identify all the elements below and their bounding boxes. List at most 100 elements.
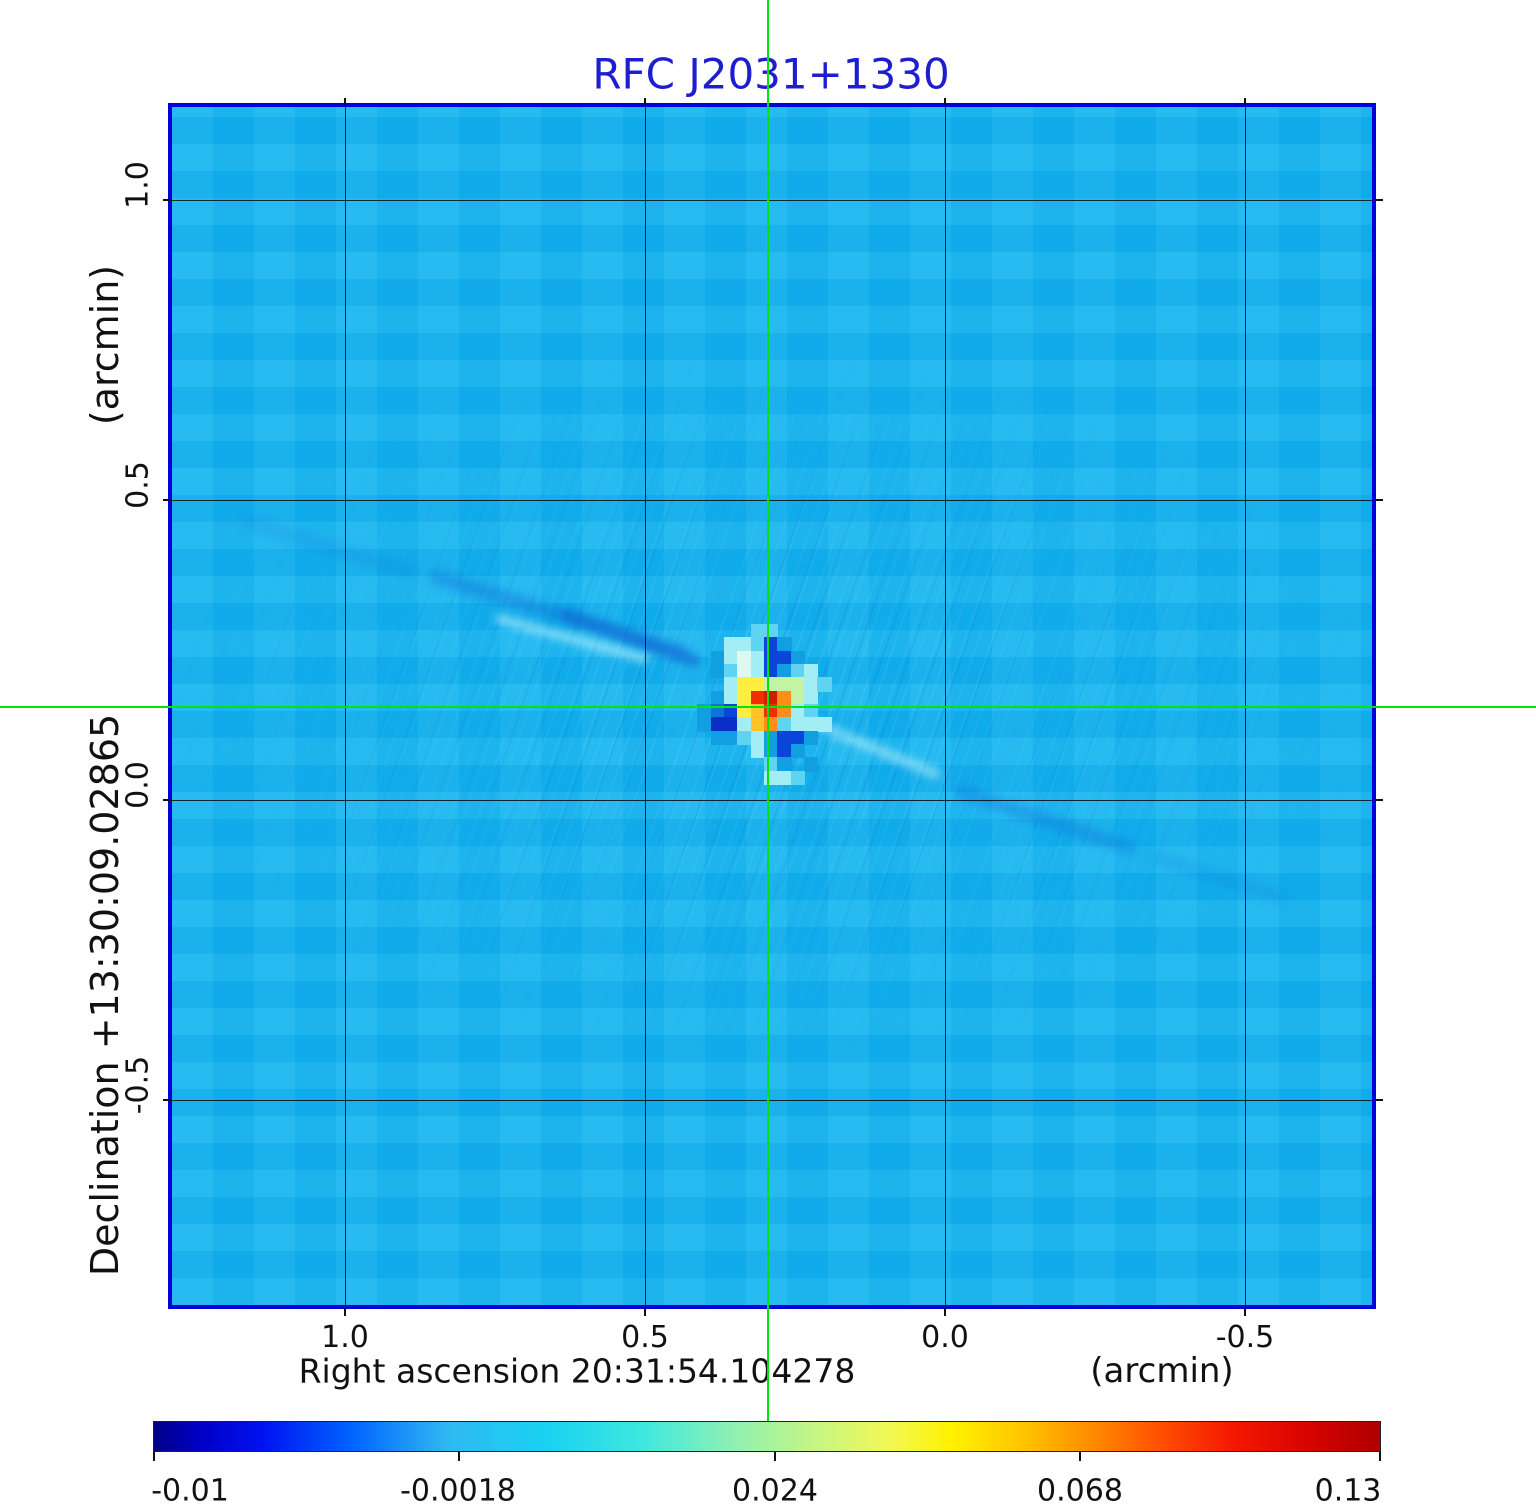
crosshair-horizontal-line [0,706,1536,708]
axis-tick [163,499,171,501]
axis-tick [644,1308,646,1316]
colorbar-tick-label: -0.01 [151,1473,229,1509]
y-axis-unit-label: (arcmin) [83,264,127,426]
axis-tick [1375,499,1383,501]
colorbar-tick [1079,1452,1081,1461]
colorbar-tick [458,1452,460,1461]
gridline-horizontal [172,1100,1372,1101]
source-map-pixel [777,664,792,679]
colorbar-tick-label: -0.0018 [400,1473,516,1509]
crosshair-vertical-line [767,0,769,1421]
axis-tick [344,98,346,106]
source-map-pixel [710,650,725,665]
axis-tick [1375,199,1383,201]
gridline-horizontal [172,500,1372,501]
source-map-pixel [750,624,766,639]
source-map-pixel [710,664,725,679]
source-map-pixel [777,690,792,706]
source-map-pixel [777,637,792,652]
source-map-pixel [724,650,739,665]
source-map-pixel [724,730,739,746]
source-map-pixel [804,664,819,679]
source-map-pixel [737,690,752,706]
source-map-pixel [804,757,819,772]
axis-tick [1244,98,1246,106]
colorbar [153,1421,1381,1452]
source-map-pixel [790,690,806,706]
source-map-pixel [817,677,832,692]
source-map-pixel [750,677,766,692]
x-axis-unit-label: (arcmin) [1090,1351,1234,1391]
colorbar-tick [1379,1452,1381,1461]
source-map-pixel [777,677,792,692]
source-map-pixel [710,690,725,706]
source-map-pixel [790,717,806,732]
axis-tick [1244,1308,1246,1316]
source-map-pixel [724,677,739,692]
source-map-pixel [724,717,739,732]
axis-tick [944,98,946,106]
source-map-pixel [724,637,739,652]
axis-tick [163,199,171,201]
colorbar-tick [774,1452,776,1461]
source-map-pixel [777,650,792,665]
source-map-pixel [777,717,792,732]
colorbar-tick-label: 0.068 [1037,1473,1123,1509]
source-map-pixel [804,730,819,746]
source-map-pixel [817,717,832,732]
axis-tick [163,1099,171,1101]
source-map-pixel [737,730,752,746]
source-map-pixel [790,677,806,692]
axis-tick [944,1308,946,1316]
gridline-horizontal [172,200,1372,201]
source-map-pixel [737,637,752,652]
source-map-pixel [790,730,806,746]
source-map-pixel [777,757,792,772]
source-map-pixel [750,637,766,652]
source-map-pixel [777,770,792,786]
colorbar-tick-label: 0.024 [732,1473,818,1509]
source-map-pixel [790,664,806,679]
source-map-pixel [750,690,766,706]
x-tick-label: 0.0 [921,1320,969,1355]
axis-tick [163,799,171,801]
source-map-pixel [724,664,739,679]
source-map-pixel [750,730,766,746]
source-map-pixel [804,717,819,732]
source-map-pixel [697,717,712,732]
y-tick-label: 0.5 [120,461,156,509]
y-tick-label: 1.0 [120,161,156,209]
source-map-pixel [750,664,766,679]
gridline-horizontal [172,800,1372,801]
source-map-pixel [750,650,766,665]
source-map-pixel [750,744,766,759]
source-map-pixel [790,744,806,759]
axis-tick [644,98,646,106]
axis-tick [1375,1099,1383,1101]
x-tick-label: 1.0 [321,1320,369,1355]
source-map-pixel [777,744,792,759]
axis-tick [1375,799,1383,801]
source-map-pixel [737,717,752,732]
source-map-pixel [804,690,819,706]
colorbar-tick [153,1452,155,1461]
source-map-pixel [737,650,752,665]
source-map-pixel [724,690,739,706]
x-tick-label: 0.5 [621,1320,669,1355]
source-map-pixel [790,770,806,786]
colorbar-tick-label: 0.13 [1314,1473,1382,1509]
y-axis-label: Declination +13:30:09.02865 [83,713,127,1277]
source-map-pixel [737,664,752,679]
source-map-pixel [804,677,819,692]
source-map-pixel [790,650,806,665]
source-map-pixel [710,730,725,746]
chart-title: RFC J2031+1330 [592,49,950,99]
source-map-pixel [710,717,725,732]
axis-tick [344,1308,346,1316]
x-tick-label: -0.5 [1215,1320,1275,1355]
x-axis-label: Right ascension 20:31:54.104278 [298,1351,856,1391]
source-map-pixel [737,677,752,692]
source-map-pixel [777,730,792,746]
source-map-pixel [750,717,766,732]
